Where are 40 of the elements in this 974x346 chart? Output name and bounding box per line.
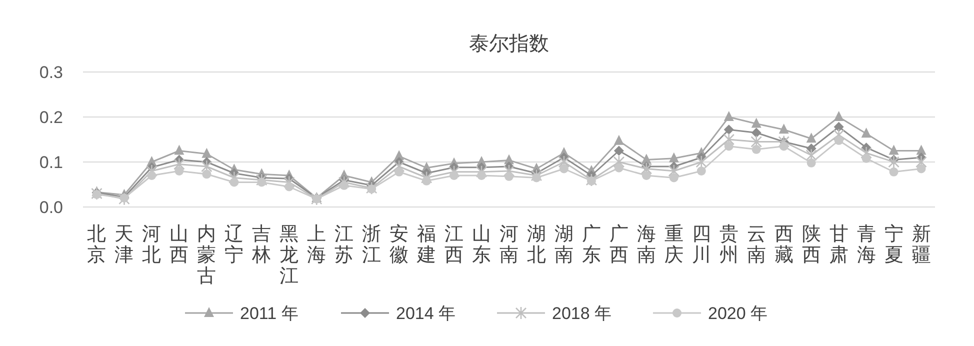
x-tick-label: 北京 [87,224,106,266]
legend-label: 2020 年 [708,304,768,323]
chart-title: 泰尔指数 [469,33,549,55]
x-tick-label: 重庆 [664,224,684,266]
x-tick-label: 西藏 [774,224,794,266]
y-tick-label: 0.0 [39,198,63,217]
x-tick-label: 吉林 [251,224,272,266]
x-tick-label: 黑龙江 [280,224,299,287]
x-tick-label: 云南 [746,224,766,266]
x-tick-label: 河南 [500,224,518,266]
y-tick-label: 0.2 [39,108,63,127]
x-tick-label: 海南 [636,224,656,266]
y-tick-label: 0.1 [39,153,63,172]
x-tick-label: 湖北 [526,224,546,266]
x-tick-label: 新疆 [912,223,931,266]
x-tick-label: 甘肃 [829,224,848,266]
x-tick-label: 广西 [609,223,628,266]
x-tick-label: 天津 [114,224,134,266]
x-tick-label: 上海 [307,224,326,266]
x-tick-label: 四川 [692,224,711,266]
x-tick-label: 浙江 [362,224,382,266]
x-tick-label: 广东 [582,223,601,266]
legend-label: 2011 年 [240,304,298,323]
x-tick-label: 山西 [170,224,189,266]
x-tick-label: 贵州 [719,224,738,266]
legend-label: 2018 年 [552,304,612,323]
y-tick-label: 0.3 [39,63,63,82]
x-tick-label: 湖南 [554,224,574,266]
x-tick-label: 青海 [856,224,876,266]
x-tick-label: 江苏 [334,224,354,266]
x-tick-label: 江西 [444,224,464,266]
x-tick-label: 陕西 [802,224,821,266]
legend-label: 2014 年 [396,304,456,323]
x-tick-label: 安徽 [390,223,409,266]
x-tick-label: 辽宁 [224,224,244,266]
x-tick-label: 内蒙古 [197,224,216,287]
x-tick-label: 山东 [472,224,492,266]
x-tick-label: 福建 [416,224,436,266]
x-tick-label: 宁夏 [884,223,904,266]
x-tick-label: 河北 [142,224,162,266]
